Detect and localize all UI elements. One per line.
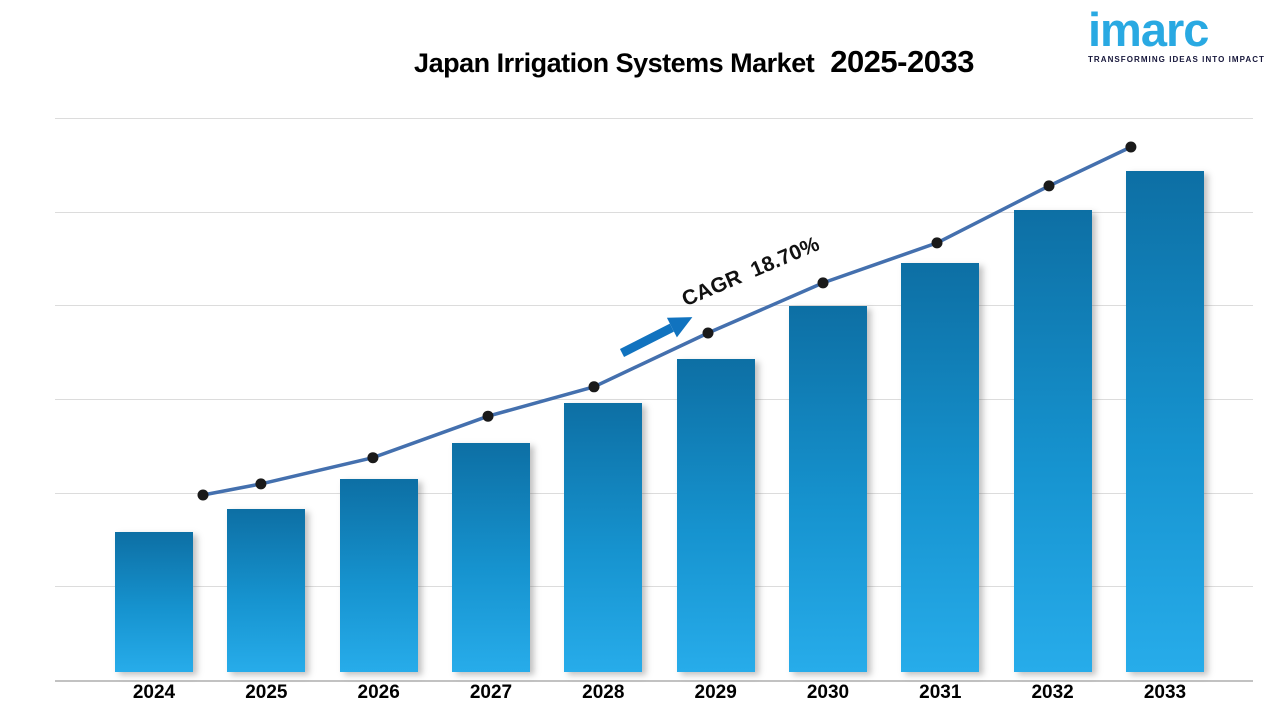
bar-2033 bbox=[1125, 171, 1204, 672]
x-axis-line bbox=[55, 680, 1253, 682]
x-axis-label-2025: 2025 bbox=[245, 682, 288, 703]
trend-marker-2029 bbox=[702, 327, 714, 339]
bar-2024 bbox=[115, 532, 193, 672]
gridline bbox=[55, 492, 1253, 494]
x-axis-label-2026: 2026 bbox=[357, 682, 400, 703]
chart-title: Japan Irrigation Systems Market 2025-203… bbox=[414, 44, 974, 80]
trend-marker-layer bbox=[197, 141, 1137, 501]
gridline bbox=[55, 586, 1253, 588]
imarc-logo: imarc TRANSFORMING IDEAS INTO IMPACT bbox=[1088, 3, 1265, 65]
bar-2029 bbox=[676, 358, 755, 672]
trend-marker-2030 bbox=[817, 277, 829, 289]
chart-title-main: Japan Irrigation Systems Market bbox=[414, 48, 815, 78]
cagr-arrow-icon bbox=[619, 317, 693, 358]
x-axis-label-2032: 2032 bbox=[1031, 682, 1074, 703]
trend-marker-2032 bbox=[1043, 180, 1055, 192]
trend-marker-2033 bbox=[1125, 141, 1137, 153]
gridline bbox=[55, 211, 1253, 213]
x-axis-label-2030: 2030 bbox=[806, 682, 850, 703]
x-axis-label-2028: 2028 bbox=[582, 682, 625, 703]
trend-line bbox=[201, 145, 1133, 497]
bar-2025 bbox=[227, 509, 306, 672]
gridline bbox=[55, 399, 1253, 400]
trend-marker-2028 bbox=[588, 381, 600, 393]
bar-2032 bbox=[1013, 210, 1092, 672]
imarc-logo-tagline: TRANSFORMING IDEAS INTO IMPACT bbox=[1088, 55, 1265, 64]
chart-title-range: 2025-2033 bbox=[830, 44, 974, 79]
gridline bbox=[55, 305, 1253, 307]
bar-2027 bbox=[451, 443, 530, 672]
bar-2030 bbox=[788, 305, 867, 672]
imarc-logo-wordmark: imarc bbox=[1088, 3, 1209, 56]
bar-2028 bbox=[564, 402, 643, 672]
trend-marker-2031 bbox=[931, 237, 943, 249]
x-axis-label-2031: 2031 bbox=[919, 682, 962, 703]
trend-marker-2026 bbox=[367, 452, 379, 464]
trend-marker-2025 bbox=[255, 478, 267, 490]
x-axis-label-2024: 2024 bbox=[132, 682, 176, 703]
bar-2031 bbox=[901, 263, 980, 672]
trend-marker-2027 bbox=[482, 410, 494, 422]
x-axis-label-2029: 2029 bbox=[694, 682, 737, 703]
bar-2026 bbox=[339, 479, 418, 672]
trend-marker-2024 bbox=[197, 489, 209, 501]
gridline bbox=[55, 118, 1253, 119]
x-axis-label-2033: 2033 bbox=[1143, 682, 1187, 703]
x-axis-label-2027: 2027 bbox=[469, 682, 513, 703]
